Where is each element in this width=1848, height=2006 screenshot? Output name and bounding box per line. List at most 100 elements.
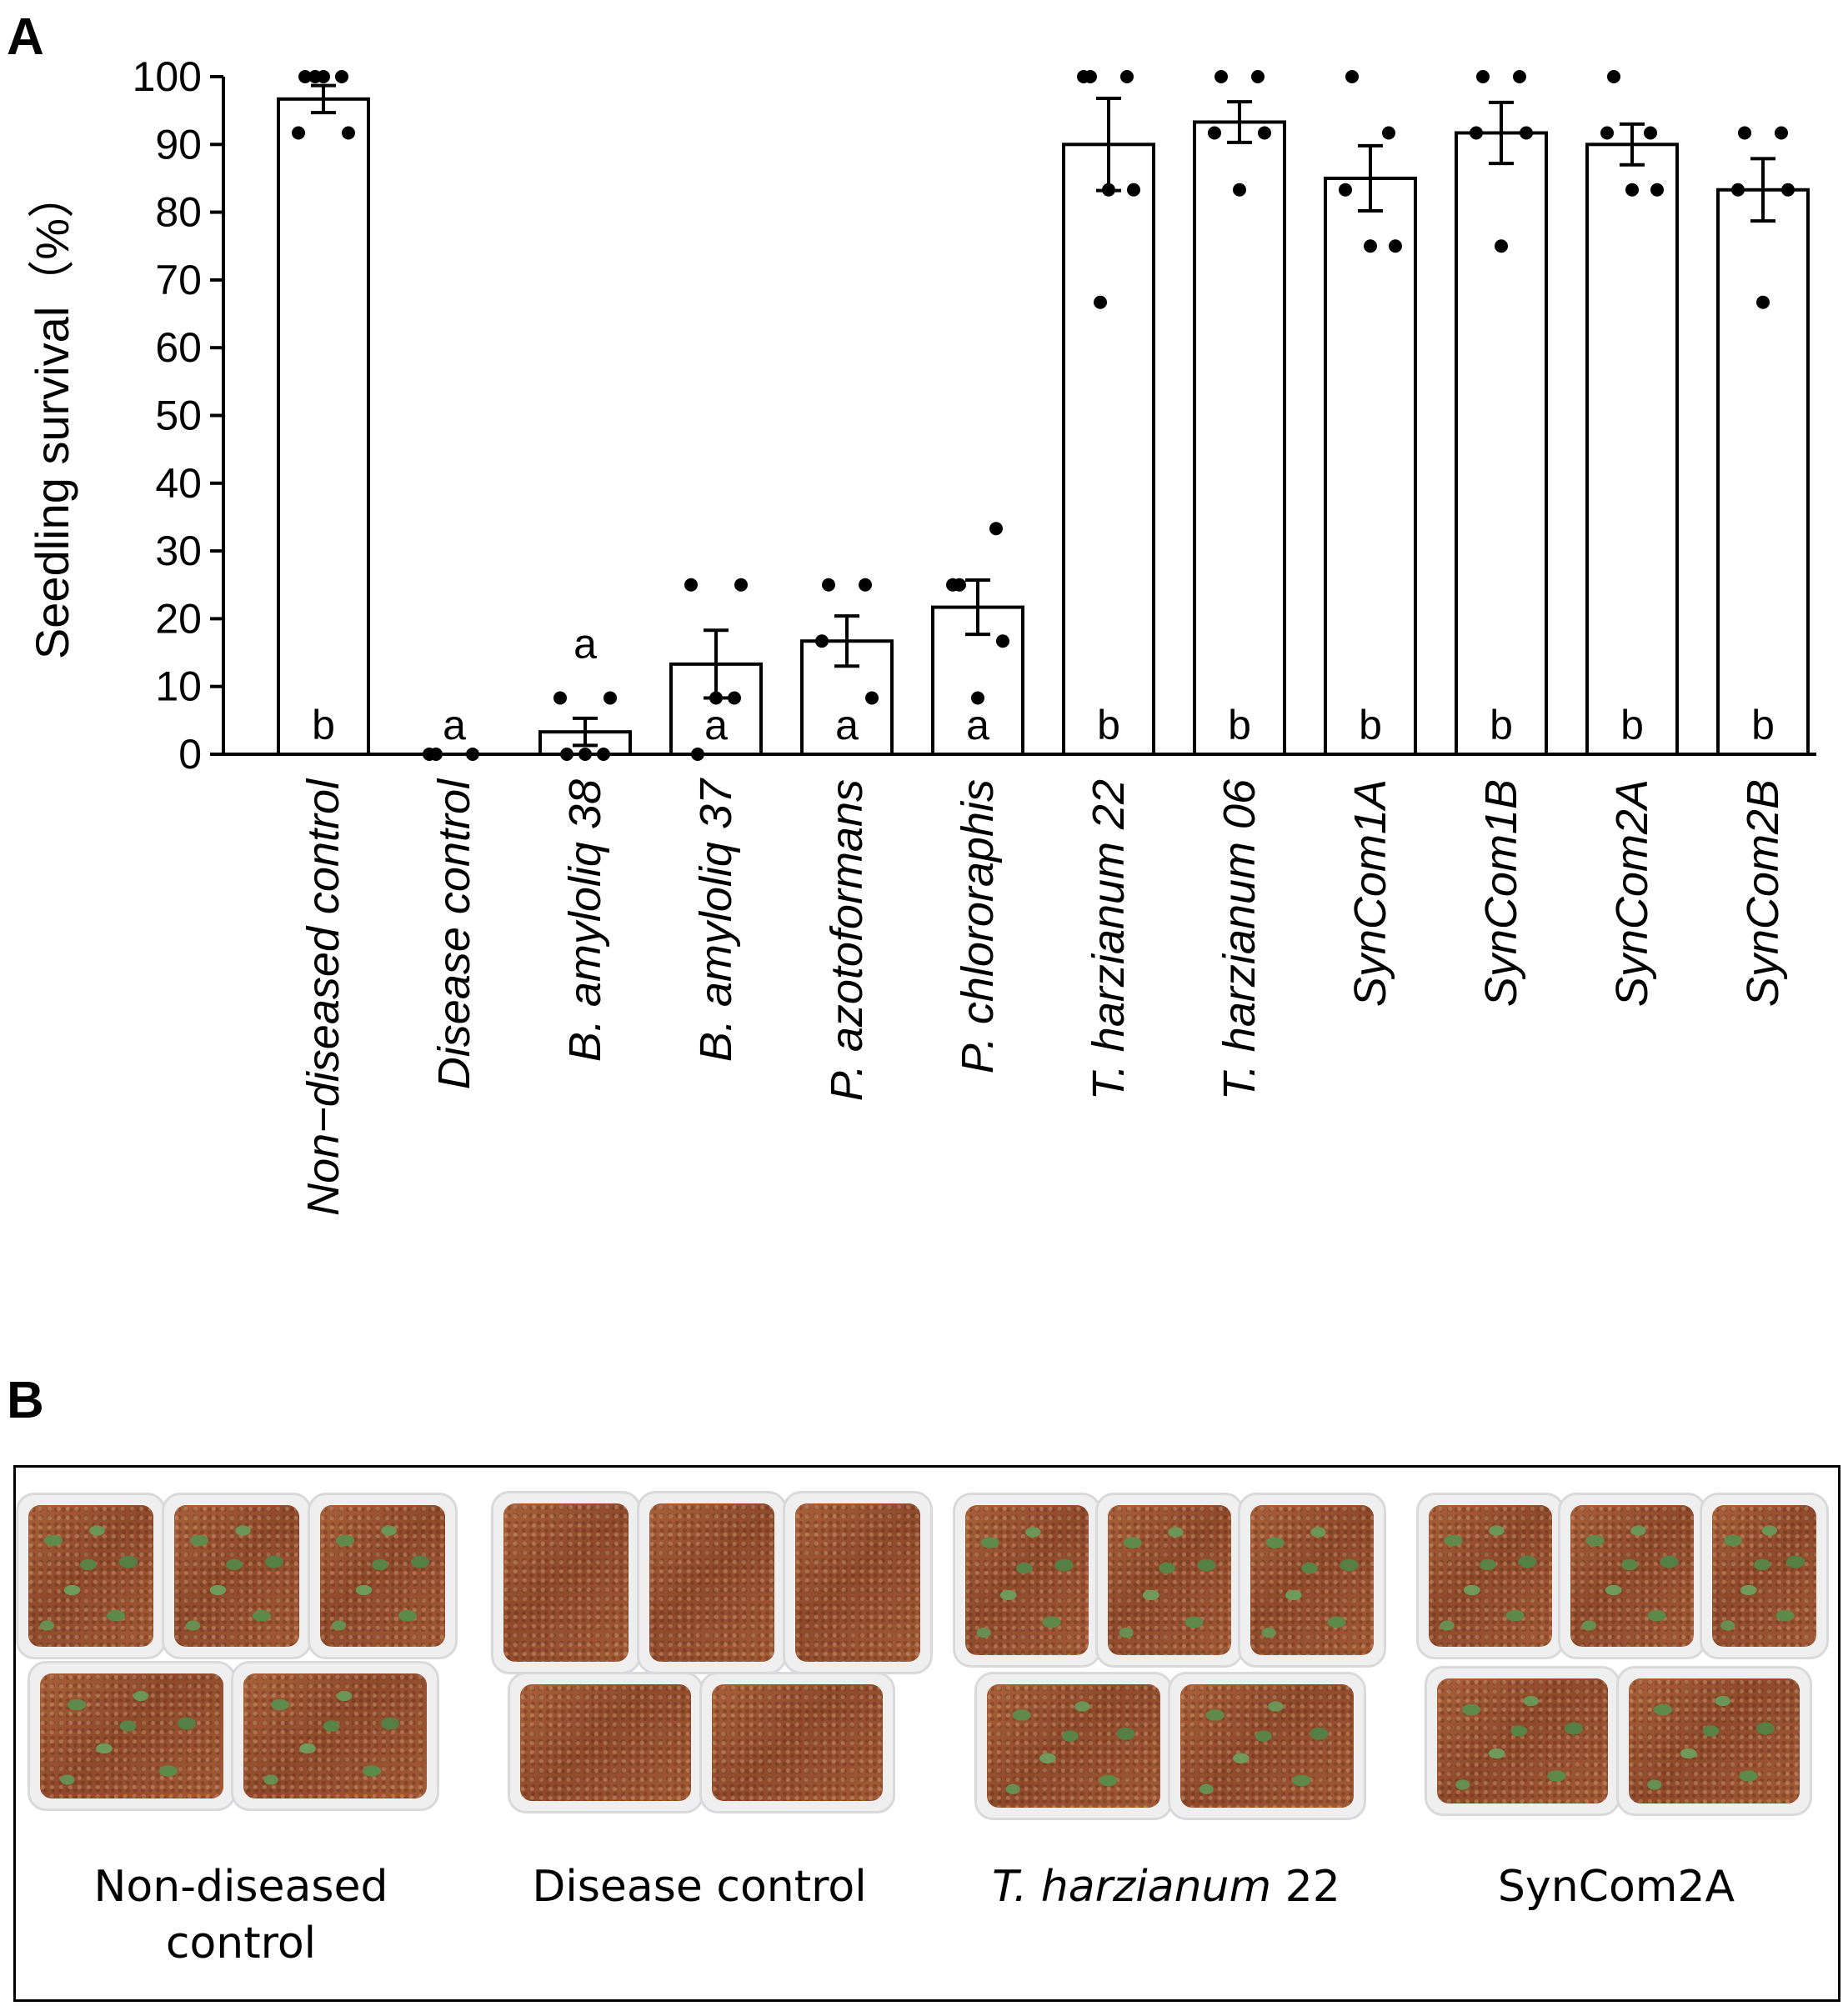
seedling-tray	[1558, 1493, 1706, 1659]
significance-letter: a	[966, 702, 989, 748]
seedling-tray	[953, 1493, 1101, 1668]
seedling-tray	[1168, 1672, 1366, 1820]
data-point	[1520, 126, 1533, 140]
data-point	[553, 691, 567, 705]
x-tick-label: Non−diseased control	[298, 778, 348, 1216]
data-point	[466, 748, 479, 761]
x-tick-label: P. chlororaphis	[953, 779, 1003, 1073]
data-point	[691, 748, 704, 761]
seedling-tray	[1095, 1493, 1244, 1668]
bar	[1062, 143, 1155, 757]
data-point	[1094, 295, 1107, 309]
seedling-tray	[491, 1491, 641, 1674]
photo-caption: T. harzianum 22	[992, 1862, 1340, 1912]
seedling-tray	[1425, 1666, 1620, 1816]
data-point	[560, 748, 573, 761]
bar	[1324, 176, 1417, 756]
data-point	[1625, 183, 1639, 197]
x-tick-label: B. amyloliq 37	[691, 778, 741, 1062]
data-point	[996, 634, 1009, 648]
y-tick-label: 0	[178, 731, 202, 778]
seedling-tray	[699, 1672, 895, 1813]
data-point	[1756, 295, 1770, 309]
photo-caption: Non-diseased control	[93, 1862, 388, 1968]
data-point	[822, 578, 835, 592]
data-point	[1600, 126, 1614, 140]
x-tick-label: Disease control	[429, 778, 479, 1089]
data-point	[1127, 183, 1140, 197]
data-point	[859, 578, 872, 592]
x-tick-label: SynCom2B	[1738, 779, 1788, 1007]
data-point	[1775, 126, 1788, 140]
data-point	[1389, 239, 1402, 253]
x-tick-label: P. azotoformans	[822, 779, 872, 1101]
seedling-tray	[28, 1661, 236, 1811]
data-point	[1781, 183, 1795, 197]
significance-letter: a	[573, 620, 597, 667]
seedling-tray	[1700, 1493, 1829, 1659]
significance-letter: b	[1097, 702, 1120, 748]
y-tick-label: 60	[155, 324, 202, 371]
data-point	[1731, 183, 1745, 197]
data-point	[1120, 70, 1134, 83]
data-point	[1339, 183, 1352, 197]
x-tick-label: SynCom1A	[1345, 779, 1395, 1007]
data-point	[308, 70, 322, 83]
x-tick-label: SynCom2A	[1607, 779, 1657, 1007]
data-point	[734, 578, 748, 592]
photo-caption: Disease control	[532, 1862, 867, 1912]
seedling-tray	[1616, 1666, 1812, 1816]
data-point	[989, 522, 1003, 536]
data-point	[1345, 70, 1359, 83]
seedling-tray	[308, 1493, 458, 1659]
x-tick-label: SynCom1B	[1476, 779, 1526, 1007]
significance-letter: b	[1490, 702, 1513, 748]
data-point	[335, 70, 348, 83]
seedling-tray	[508, 1672, 704, 1813]
y-tick-label: 70	[155, 257, 202, 303]
y-tick-label: 20	[155, 595, 202, 642]
data-point	[946, 578, 959, 592]
data-point	[684, 578, 698, 592]
data-point	[1251, 70, 1265, 83]
seedling-tray	[1238, 1493, 1386, 1668]
significance-letter: b	[1620, 702, 1644, 748]
significance-letter: a	[704, 702, 728, 748]
y-tick-label: 90	[155, 121, 202, 168]
data-point	[1208, 126, 1221, 140]
data-point	[298, 70, 312, 83]
data-point	[1476, 70, 1490, 83]
data-point	[709, 691, 723, 705]
y-axis-label: Seedling survival（%）	[26, 172, 78, 659]
panel-b-label: B	[7, 1372, 44, 1429]
data-point	[1382, 126, 1395, 140]
data-point	[865, 691, 879, 705]
y-tick-label: 100	[133, 53, 202, 100]
y-tick-label: 80	[155, 189, 202, 236]
y-tick-label: 30	[155, 528, 202, 574]
photo-group-t-harzianum-22: T. harzianum 22	[941, 1468, 1391, 1999]
photo-group-disease-control: Disease control	[474, 1468, 933, 1999]
data-point	[1102, 183, 1115, 197]
y-tick-label: 10	[155, 663, 202, 710]
photo-group-syncom2a: SynCom2A	[1400, 1468, 1833, 1999]
bar	[1455, 131, 1548, 756]
significance-letter: a	[443, 702, 466, 748]
significance-letter: b	[1359, 702, 1382, 748]
data-point	[342, 126, 355, 140]
significance-letter: a	[835, 702, 859, 748]
photo-panel: Non-diseased control Disease control T. …	[13, 1465, 1840, 2002]
photo-group-non-diseased: Non-diseased control	[16, 1468, 466, 1999]
bar	[1193, 120, 1286, 756]
seedling-tray	[16, 1493, 166, 1659]
data-point	[1364, 239, 1377, 253]
data-point	[597, 748, 610, 761]
data-point	[971, 691, 984, 705]
data-point	[815, 634, 829, 648]
x-tick-label: T. harzianum 22	[1084, 779, 1134, 1100]
data-point	[578, 748, 592, 761]
photo-caption: SynCom2A	[1497, 1862, 1735, 1912]
data-point	[728, 691, 741, 705]
bar	[1716, 188, 1810, 756]
